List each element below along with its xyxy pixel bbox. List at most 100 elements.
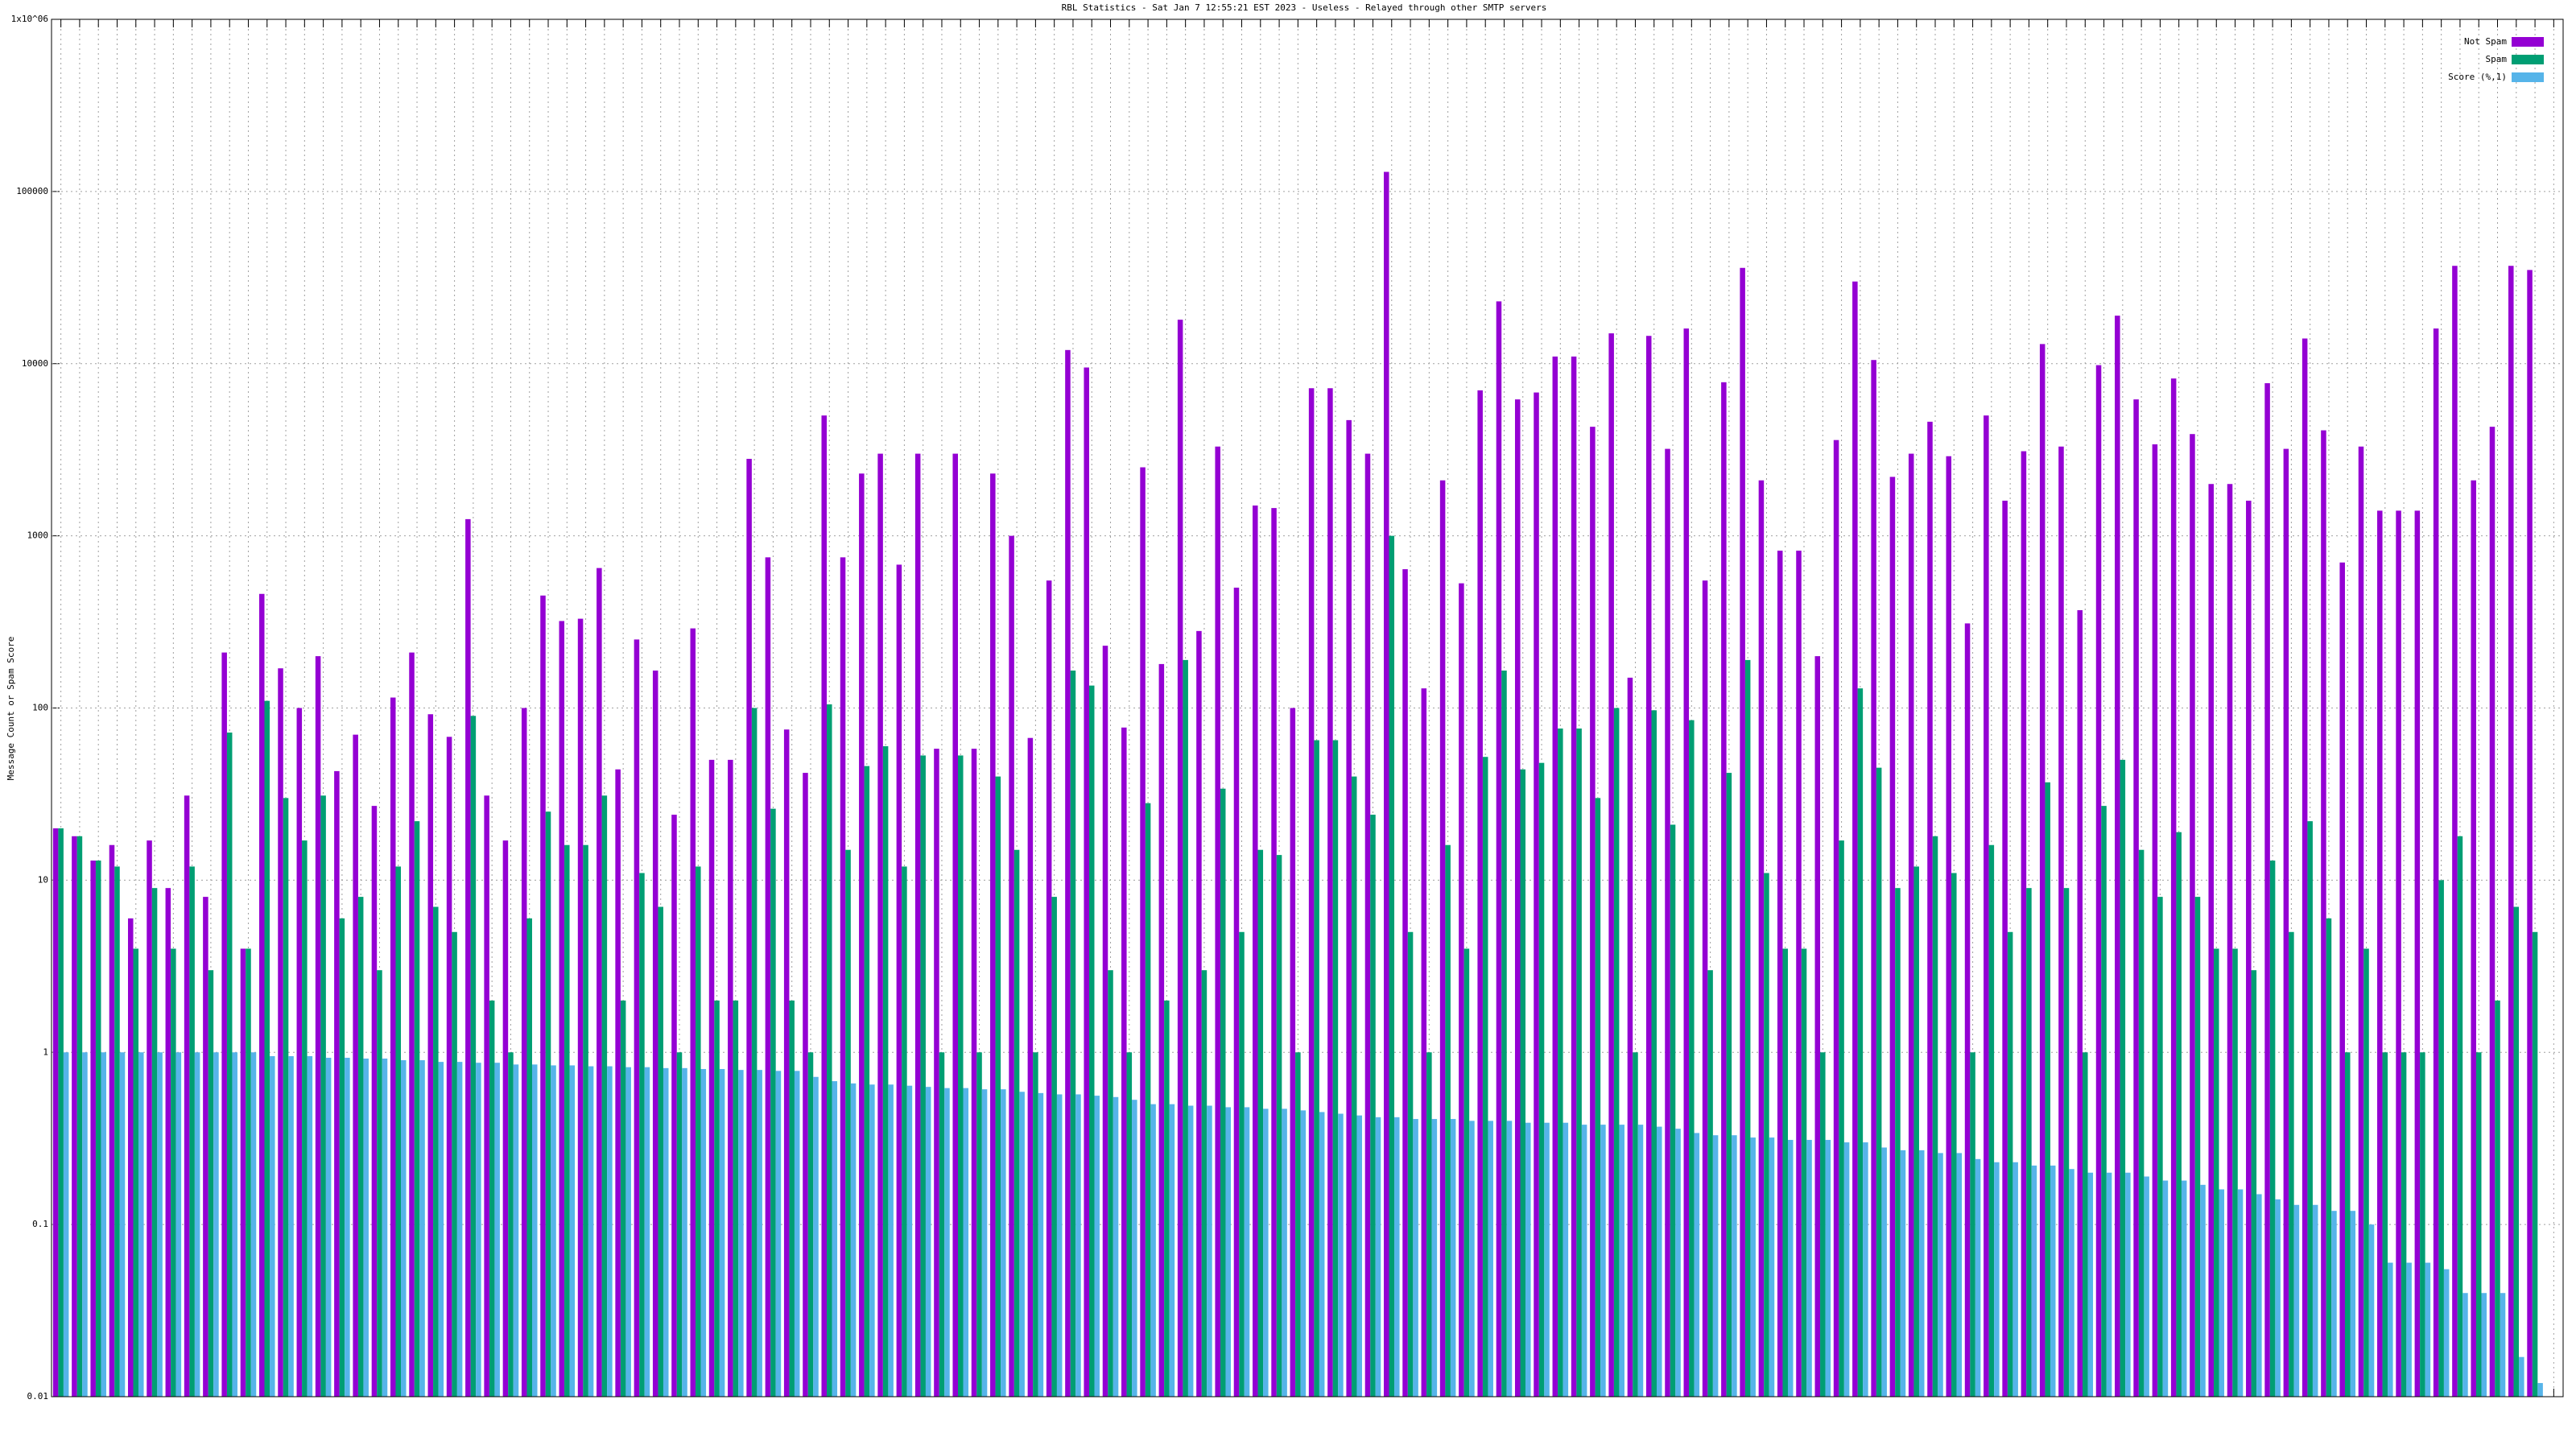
bar bbox=[1019, 1092, 1025, 1397]
bar bbox=[2002, 500, 2008, 1397]
bar bbox=[1787, 1140, 1794, 1397]
y-tick-label: 1 bbox=[43, 1046, 48, 1057]
bar bbox=[682, 1067, 687, 1397]
bar bbox=[2194, 897, 2201, 1397]
bar bbox=[2007, 931, 2013, 1397]
bar bbox=[1158, 663, 1165, 1397]
bar bbox=[1150, 1104, 1156, 1397]
bar bbox=[634, 639, 640, 1397]
chart-title: RBL Statistics - Sat Jan 7 12:55:21 EST … bbox=[1062, 2, 1547, 13]
bar bbox=[1459, 583, 1464, 1397]
bar bbox=[1469, 1121, 1475, 1397]
bar bbox=[2495, 1000, 2500, 1397]
bar bbox=[1169, 1104, 1175, 1397]
bar bbox=[2232, 948, 2238, 1397]
bar bbox=[588, 1066, 594, 1397]
bar bbox=[2368, 1224, 2375, 1397]
bar bbox=[2457, 836, 2463, 1397]
bar bbox=[1563, 1122, 1569, 1397]
bar bbox=[2200, 1184, 2206, 1397]
bar bbox=[345, 1057, 350, 1397]
bar bbox=[2264, 383, 2270, 1397]
bar bbox=[1932, 836, 1938, 1397]
bar bbox=[1351, 776, 1357, 1397]
bar bbox=[401, 1060, 407, 1397]
bar bbox=[1402, 569, 1408, 1397]
bar bbox=[813, 1076, 819, 1397]
bar bbox=[1126, 1052, 1133, 1397]
bar bbox=[494, 1063, 500, 1397]
bar bbox=[803, 773, 808, 1397]
bar bbox=[2026, 888, 2032, 1397]
y-tick-label: 100000 bbox=[16, 186, 48, 196]
bar bbox=[1132, 1100, 1137, 1397]
plot-frame bbox=[51, 19, 2564, 1397]
bar bbox=[221, 652, 227, 1397]
bar bbox=[1712, 1135, 1719, 1397]
bar bbox=[246, 948, 251, 1397]
bar bbox=[189, 866, 195, 1397]
bar bbox=[700, 1068, 707, 1397]
bar bbox=[184, 795, 190, 1397]
bar bbox=[1525, 1122, 1531, 1397]
bar bbox=[2125, 1172, 2131, 1397]
bar bbox=[976, 1052, 982, 1397]
bar bbox=[334, 770, 340, 1397]
bar bbox=[733, 1000, 739, 1397]
y-tick-label: 0.01 bbox=[27, 1391, 49, 1402]
bar bbox=[1364, 453, 1371, 1397]
bar bbox=[1750, 1137, 1756, 1397]
bar bbox=[1488, 1121, 1493, 1397]
bar bbox=[1670, 824, 1676, 1397]
y-tick-label: 1000 bbox=[27, 530, 49, 541]
bar bbox=[2170, 378, 2177, 1397]
bar bbox=[1694, 1133, 1700, 1397]
bar bbox=[76, 836, 83, 1397]
bar bbox=[2388, 1262, 2393, 1397]
bar bbox=[208, 970, 214, 1397]
bar bbox=[751, 708, 758, 1397]
bar bbox=[845, 849, 851, 1397]
bar bbox=[2289, 931, 2294, 1397]
bar bbox=[114, 866, 120, 1397]
bar bbox=[1276, 855, 1282, 1397]
bar bbox=[2269, 861, 2276, 1397]
bar bbox=[2256, 1194, 2262, 1397]
bar bbox=[1506, 1121, 1513, 1397]
legend-label: Spam bbox=[2486, 54, 2508, 64]
bar bbox=[194, 1052, 200, 1397]
legend-swatch bbox=[2512, 55, 2544, 64]
bar bbox=[1994, 1162, 2000, 1397]
bar bbox=[1857, 688, 1864, 1397]
bar bbox=[625, 1067, 631, 1397]
bar bbox=[151, 888, 158, 1397]
bar bbox=[920, 755, 926, 1397]
bar bbox=[2321, 430, 2326, 1397]
bar bbox=[470, 716, 477, 1397]
bar bbox=[2363, 948, 2369, 1397]
bar bbox=[934, 749, 939, 1397]
bar bbox=[770, 808, 776, 1397]
bar bbox=[1538, 762, 1545, 1397]
bar bbox=[1070, 670, 1076, 1397]
bar bbox=[1244, 1107, 1250, 1397]
bar bbox=[513, 1064, 519, 1397]
bar bbox=[925, 1087, 931, 1397]
bar bbox=[2358, 446, 2364, 1397]
bar bbox=[2213, 948, 2219, 1397]
bar bbox=[2527, 270, 2533, 1397]
bar bbox=[1338, 1113, 1344, 1397]
bar bbox=[127, 918, 134, 1397]
bar bbox=[1065, 349, 1071, 1397]
bar bbox=[1102, 646, 1108, 1397]
bar bbox=[1552, 356, 1558, 1397]
bar bbox=[1108, 970, 1113, 1397]
bar bbox=[2157, 897, 2163, 1397]
bar bbox=[1319, 1112, 1325, 1397]
bar bbox=[90, 861, 96, 1397]
bar bbox=[1608, 333, 1614, 1397]
bar bbox=[414, 821, 420, 1397]
bar bbox=[859, 473, 865, 1397]
bar bbox=[1113, 1096, 1119, 1397]
bar bbox=[1177, 320, 1183, 1397]
